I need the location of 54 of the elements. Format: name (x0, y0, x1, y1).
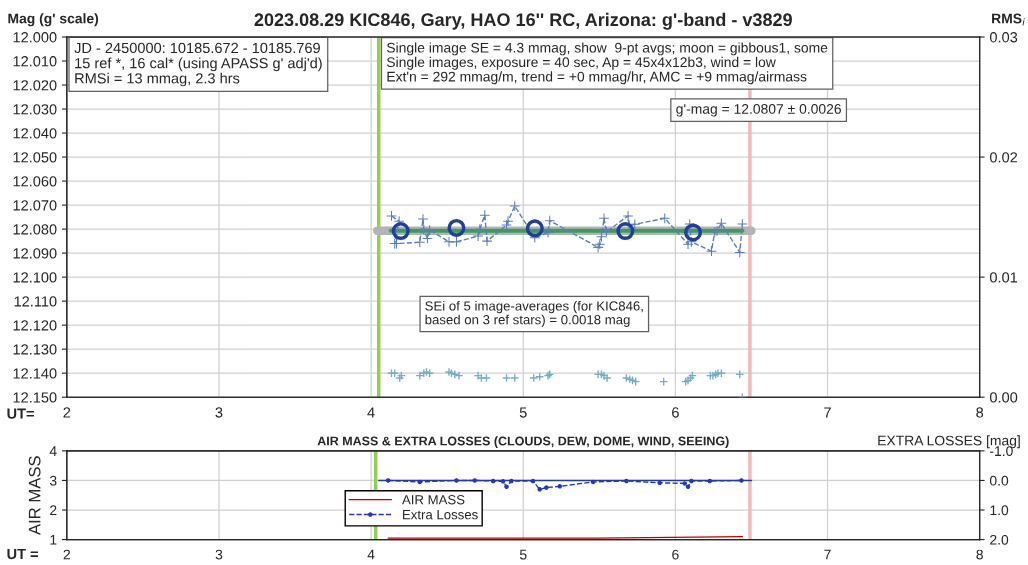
annotation: SEi of 5 image-averages (for KIC846, based on 3 ref stars) = 0.0018 mag (425, 300, 643, 327)
x-tick-label: 7 (824, 407, 831, 418)
x-tick-label: 3 (215, 549, 223, 560)
y-tick-label: 12.080 (13, 224, 57, 235)
y2-tick-label: 2.0 (990, 534, 1009, 545)
y-axis-title: AIR MASS (28, 456, 41, 536)
x-tick-label: 4 (367, 407, 375, 418)
legend-label: AIR MASS (401, 495, 465, 505)
y-tick-label: 3 (49, 475, 57, 486)
x-tick-label: 6 (672, 407, 679, 418)
y2-tick-label: 0.02 (989, 152, 1018, 163)
chart-title: 2023.08.29 KIC846, Gary, HAO 16'' RC, Arizona: g'-band - v3829 (254, 12, 792, 30)
y-tick-label: 12.000 (13, 32, 57, 43)
x-tick-label: 2 (63, 549, 70, 560)
y2-tick-label: 0.0 (989, 475, 1009, 486)
annotation: Single image SE = 4.3 mmag, show 9-pt avgs; moon = gibbous1, some Single images, exposure = 40 sec, Ap = 45x4x12b3, wind = low Ext'n = 292 mmag/m, trend = +0 mmag/hr, AMC = +9 mmag/airmass (386, 42, 828, 85)
x-axis-title: UT= (7, 408, 34, 419)
x-tick-label: 8 (976, 407, 984, 418)
y-tick-label: 12.140 (13, 368, 57, 379)
x-tick-label: 5 (519, 549, 527, 560)
y2-tick-label: 1.0 (990, 505, 1009, 516)
annotation: JD - 2450000: 10185.672 - 10185.769 15 ref *, 16 cal* (using APASS g' adj'd) RMSi = 13 mmag, 2.3 hrs (74, 42, 322, 87)
y-tick-label: 12.100 (13, 272, 57, 283)
y-tick-label: 12.020 (13, 80, 57, 91)
y-tick-label: 12.130 (13, 344, 57, 355)
y-tick-label: 12.030 (13, 104, 57, 115)
x-tick-label: 4 (367, 549, 375, 560)
x-tick-label: 7 (824, 549, 831, 560)
y2-tick-label: 0.03 (989, 32, 1018, 43)
y-tick-label: 2 (50, 505, 57, 516)
y2-axis-title: RMS$_{i}$ (992, 13, 1025, 26)
y2-tick-label: 0.01 (989, 272, 1018, 283)
x-axis-title: UT = (7, 548, 38, 560)
y-tick-label: 12.090 (13, 248, 57, 259)
y-axis-title: Mag (g' scale) (8, 13, 99, 27)
y-tick-label: 12.150 (13, 392, 57, 403)
y-tick-label: 12.010 (13, 56, 57, 67)
x-tick-label: 3 (215, 407, 223, 418)
x-tick-label: 8 (976, 549, 983, 560)
y2-tick-label: 0.00 (989, 392, 1018, 403)
y-tick-label: 12.050 (13, 152, 57, 163)
x-tick-label: 6 (672, 549, 679, 560)
y-tick-label: 1 (50, 535, 57, 545)
y-tick-label: 12.070 (13, 200, 57, 211)
x-tick-label: 2 (63, 407, 71, 418)
y-tick-label: 12.120 (13, 320, 57, 331)
y-tick-label: 12.110 (14, 296, 57, 307)
y-tick-label: 12.060 (13, 176, 57, 187)
legend-label: Extra Losses (403, 510, 478, 520)
annotation: g'-mag = 12.0807 ± 0.0026 (676, 104, 841, 117)
y-tick-label: 12.040 (13, 128, 57, 139)
chart-title: AIR MASS & EXTRA LOSSES (CLOUDS, DEW, DOME, WIND, SEEING) (317, 436, 729, 448)
x-tick-label: 5 (519, 407, 527, 418)
y-tick-label: 4 (49, 446, 57, 456)
